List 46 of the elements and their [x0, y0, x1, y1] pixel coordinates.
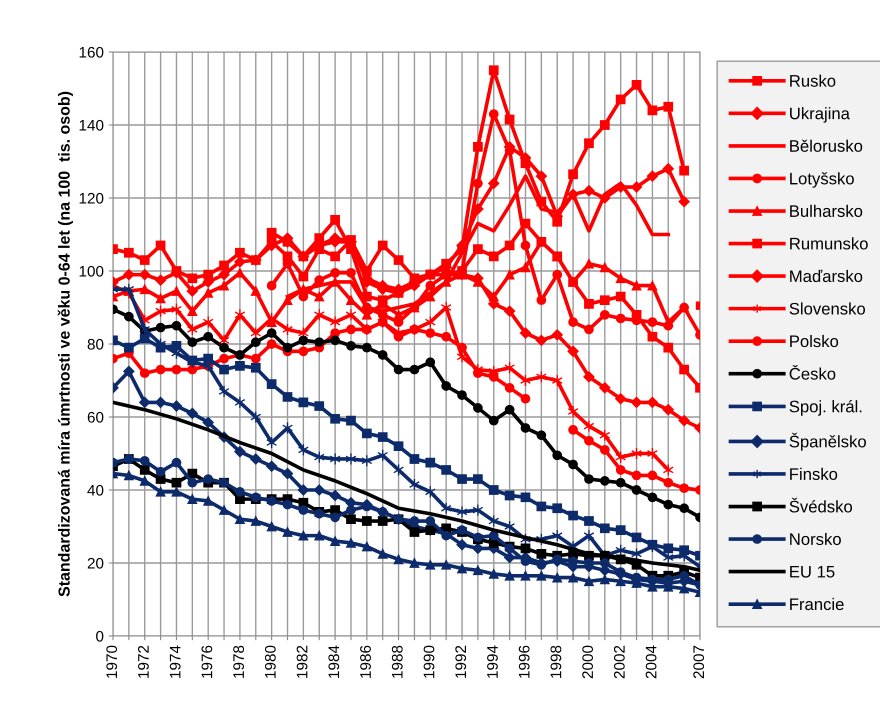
x-tick-label: 1998	[550, 646, 562, 678]
x-tick-label: 1970	[106, 646, 118, 678]
legend-label: Španělsko	[790, 432, 866, 451]
legend-label: Lotyšsko	[790, 172, 854, 188]
y-tick-label: 0	[96, 630, 104, 642]
legend-label: Česko	[790, 364, 836, 380]
legend-label: Rusko	[790, 74, 836, 87]
y-tick-label: 80	[88, 338, 104, 350]
x-tick-label: 2004	[646, 645, 657, 678]
legend-label: Francie	[790, 598, 844, 610]
x-tick-label: 1992	[455, 646, 466, 678]
x-tick-label: 2002	[614, 646, 625, 678]
legend-label: Bělorusko	[790, 140, 862, 152]
y-tick-label: 100	[80, 266, 104, 277]
x-tick-label: 1982	[296, 646, 308, 678]
x-tick-label: 1996	[518, 646, 530, 678]
legend-label: Slovensko	[790, 302, 865, 315]
legend-label: Švédsko	[790, 498, 852, 513]
legend-label: Polsko	[790, 334, 838, 348]
legend-label: Maďarsko	[790, 270, 862, 282]
y-tick-label: 160	[80, 46, 104, 58]
legend-label: Norsko	[790, 532, 841, 546]
x-tick-label: 1976	[201, 646, 212, 678]
x-tick-label: 1986	[360, 646, 371, 678]
x-tick-label: 1994	[487, 645, 498, 678]
x-tick-label: 1972	[138, 646, 149, 678]
legend-label: Rumunsko	[790, 237, 868, 250]
x-tick-label: 1978	[233, 646, 244, 678]
x-tick-label: 1988	[392, 646, 403, 678]
y-tick-label: 60	[88, 412, 104, 423]
y-tick-label: 120	[80, 192, 104, 204]
legend-label: Spoj. král.	[790, 400, 862, 416]
x-tick-label: 1990	[424, 646, 434, 678]
y-tick-label: 140	[80, 120, 104, 131]
legend-label: EU 15	[790, 566, 834, 578]
y-axis-title: Standardizovaná míra úmrtnosti ve věku 0-64 let (na 100 tis. osob)	[58, 92, 73, 596]
legend-label: Bulharsko	[790, 204, 862, 218]
x-tick-label: 1984	[328, 645, 340, 678]
x-tick-label: 1980	[264, 646, 276, 678]
x-tick-label: 2000	[582, 646, 594, 678]
y-tick-label: 40	[87, 484, 104, 496]
x-tick-label: 1974	[170, 645, 181, 678]
legend-label: Finsko	[790, 468, 838, 480]
x-tick-label: 2007	[693, 646, 704, 678]
y-tick-label: 20	[88, 558, 104, 569]
legend-label: Ukrajina	[790, 107, 850, 123]
